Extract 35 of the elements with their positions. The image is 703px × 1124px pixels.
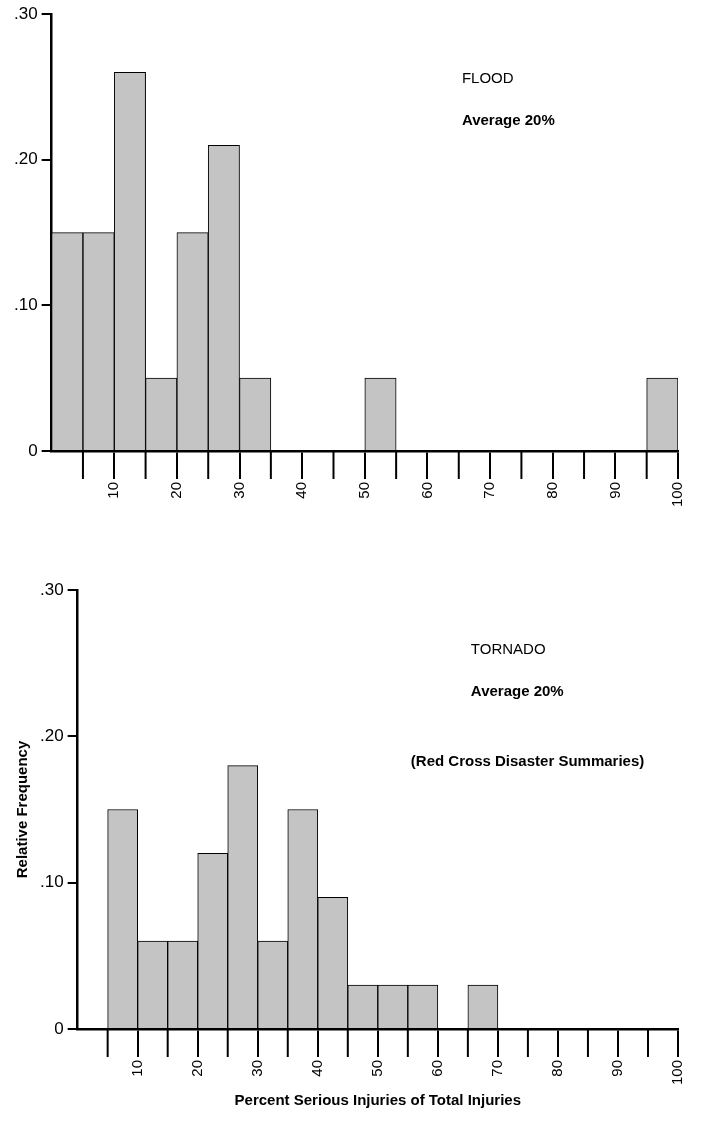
annotation: TORNADO: [470, 640, 546, 658]
y-tick-label: .10: [13, 295, 38, 315]
x-tick-label: 10: [104, 481, 122, 499]
y-tick-label: .30: [39, 579, 64, 599]
x-tick-label: 100: [668, 481, 686, 507]
x-tick-label: 10: [127, 1059, 145, 1077]
x-tick-label: 30: [247, 1059, 265, 1077]
x-tick-label: 90: [605, 481, 623, 499]
annotation: (Red Cross Disaster Summaries): [410, 752, 645, 770]
x-tick-label: 90: [608, 1059, 626, 1077]
annotation: Average 20%: [461, 111, 555, 129]
x-tick-label: 100: [668, 1059, 686, 1085]
y-axis-title: Relative Frequency: [13, 740, 31, 879]
x-axis-title: Percent Serious Injuries of Total Injuries: [234, 1091, 522, 1109]
y-tick-label: .20: [13, 149, 38, 169]
x-tick-label: 40: [292, 481, 310, 499]
y-tick-label: 0: [54, 1018, 64, 1038]
x-tick-label: 20: [187, 1059, 205, 1077]
x-tick-label: 80: [542, 481, 560, 499]
y-tick-label: 0: [28, 440, 38, 460]
x-tick-label: 60: [417, 481, 435, 499]
x-tick-label: 70: [480, 481, 498, 499]
x-tick-label: 20: [167, 481, 185, 499]
annotation: Average 20%: [470, 682, 564, 700]
y-tick-label: .20: [39, 726, 64, 746]
y-tick-label: .30: [13, 3, 38, 23]
x-tick-label: 80: [548, 1059, 566, 1077]
x-tick-label: 50: [367, 1059, 385, 1077]
annotation: FLOOD: [461, 69, 514, 87]
x-tick-label: 50: [354, 481, 372, 499]
x-tick-label: 60: [427, 1059, 445, 1077]
x-tick-label: 70: [488, 1059, 506, 1077]
x-tick-label: 30: [229, 481, 247, 499]
x-tick-label: 40: [307, 1059, 325, 1077]
y-tick-label: .10: [39, 872, 64, 892]
